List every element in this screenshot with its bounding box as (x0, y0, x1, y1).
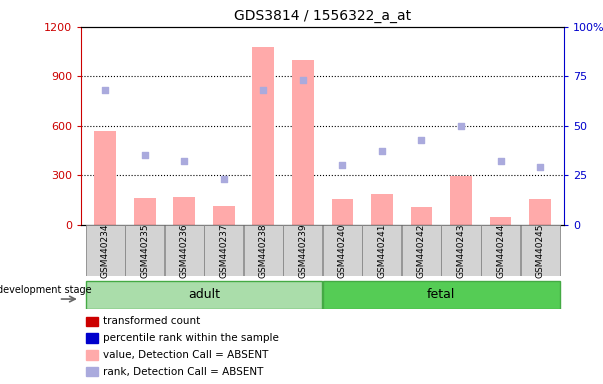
Point (496, 158, 505, 164)
FancyBboxPatch shape (204, 225, 244, 276)
Point (140, 152, 150, 159)
FancyBboxPatch shape (520, 225, 560, 276)
Point (338, 162, 347, 169)
Bar (173, 197, 195, 225)
Bar (411, 207, 432, 225)
Bar (213, 206, 235, 225)
FancyBboxPatch shape (86, 225, 125, 276)
Bar (253, 46, 274, 225)
Point (298, 77, 308, 83)
Point (100, 87, 110, 93)
Bar (450, 176, 472, 225)
Text: fetal: fetal (427, 288, 455, 301)
Point (179, 158, 189, 164)
Bar (332, 199, 353, 225)
Text: GSM440243: GSM440243 (456, 223, 466, 278)
Bar (86, 333, 98, 343)
Point (417, 137, 426, 143)
Text: GSM440234: GSM440234 (101, 223, 110, 278)
Text: GSM440237: GSM440237 (219, 223, 229, 278)
Text: adult: adult (188, 288, 220, 301)
Text: GSM440239: GSM440239 (298, 223, 308, 278)
Bar (94, 131, 116, 225)
Text: GSM440235: GSM440235 (140, 223, 149, 278)
Point (259, 87, 268, 93)
FancyBboxPatch shape (323, 225, 362, 276)
Bar (529, 199, 551, 225)
Text: GSM440245: GSM440245 (535, 223, 545, 278)
Title: GDS3814 / 1556322_a_at: GDS3814 / 1556322_a_at (234, 9, 411, 23)
FancyBboxPatch shape (402, 225, 441, 276)
FancyBboxPatch shape (125, 225, 164, 276)
Text: development stage: development stage (0, 285, 92, 295)
FancyBboxPatch shape (441, 225, 481, 276)
Text: GSM440244: GSM440244 (496, 223, 505, 278)
Bar (292, 60, 314, 225)
Text: GSM440240: GSM440240 (338, 223, 347, 278)
Text: GSM440238: GSM440238 (259, 223, 268, 278)
FancyBboxPatch shape (244, 225, 283, 276)
Point (377, 148, 387, 154)
FancyBboxPatch shape (283, 225, 323, 276)
Bar (490, 217, 511, 225)
Bar (134, 198, 156, 225)
FancyBboxPatch shape (323, 281, 560, 309)
FancyBboxPatch shape (362, 225, 402, 276)
Text: GSM440242: GSM440242 (417, 223, 426, 278)
Point (456, 123, 466, 129)
Bar (86, 350, 98, 360)
Text: GSM440241: GSM440241 (377, 223, 387, 278)
Bar (86, 317, 98, 326)
Text: transformed count: transformed count (103, 316, 200, 326)
Point (219, 176, 229, 182)
FancyBboxPatch shape (481, 225, 520, 276)
Text: rank, Detection Call = ABSENT: rank, Detection Call = ABSENT (103, 367, 264, 377)
Text: GSM440236: GSM440236 (180, 223, 189, 278)
Bar (86, 367, 98, 376)
Bar (371, 194, 393, 225)
Text: value, Detection Call = ABSENT: value, Detection Call = ABSENT (103, 350, 268, 360)
FancyBboxPatch shape (86, 281, 323, 309)
FancyBboxPatch shape (165, 225, 204, 276)
Point (535, 164, 545, 170)
Text: percentile rank within the sample: percentile rank within the sample (103, 333, 279, 343)
